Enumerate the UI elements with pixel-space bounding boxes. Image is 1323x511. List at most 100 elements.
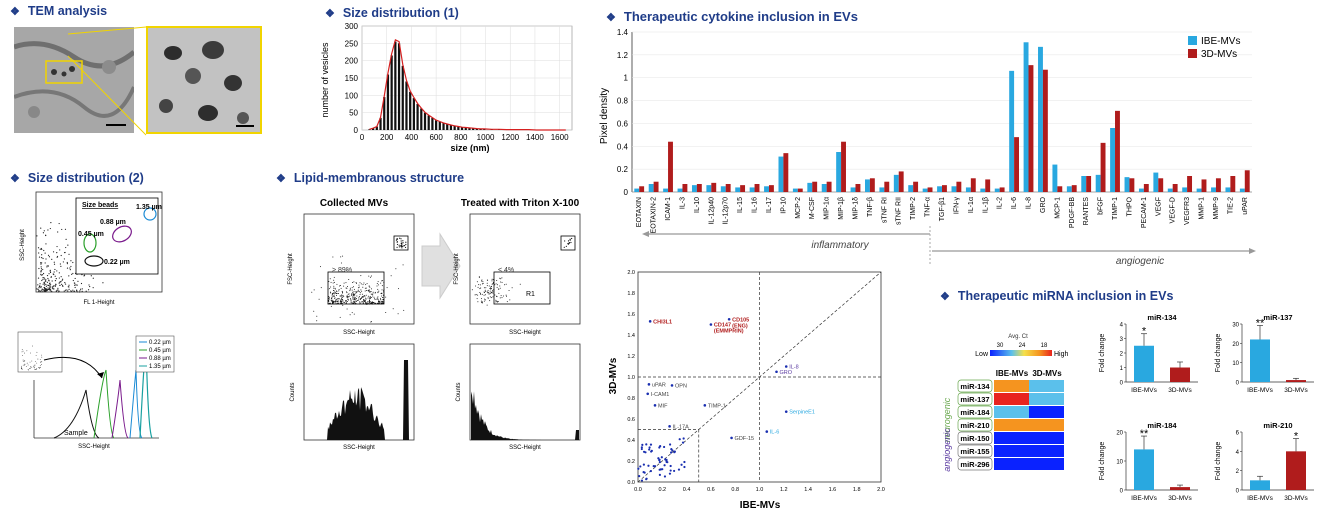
size2-event	[49, 269, 51, 271]
size2-dotplot: Size beads 0.88 µm 1.35 µm 0.45 µm 0.22 …	[20, 191, 163, 306]
collected-event	[346, 291, 348, 293]
collected-event	[396, 243, 399, 246]
size1-xtick: 1000	[477, 133, 495, 142]
cytokine-category-label: IL-8	[1026, 197, 1033, 209]
treated-event	[511, 287, 513, 289]
heat-row-label-box	[957, 379, 993, 393]
cytokine-bar	[1172, 184, 1178, 192]
collected-event	[346, 269, 348, 271]
cytokine-category-label: IP-10	[780, 197, 787, 214]
gate-022	[84, 255, 104, 267]
treated-event	[497, 288, 499, 290]
size1-bar	[449, 125, 453, 130]
collected-event	[335, 298, 337, 300]
cytokine-bar	[970, 178, 976, 192]
size1-bar	[383, 97, 386, 130]
collected-event	[342, 300, 344, 302]
collected-event	[342, 296, 344, 298]
size2-event	[41, 279, 43, 282]
size2-event	[47, 265, 50, 267]
collected-event	[349, 290, 351, 292]
collected-event	[365, 294, 367, 296]
scatter-point	[640, 447, 643, 451]
size1-ytick: 0	[354, 126, 359, 135]
collected-event	[311, 291, 313, 293]
size2-event	[59, 281, 61, 283]
collected-event	[351, 301, 353, 303]
legend-ibe: IBE-MVs	[1201, 36, 1240, 47]
size1-bar	[431, 117, 434, 130]
size1-bar	[401, 65, 404, 130]
treated-event	[496, 280, 498, 282]
size2-event	[45, 243, 47, 245]
scatter-point	[669, 451, 673, 454]
size2-event	[41, 254, 43, 256]
size2-event	[42, 257, 44, 260]
size2-inset-event	[34, 367, 35, 369]
collected-event	[378, 301, 380, 303]
size2-event	[43, 277, 45, 279]
heat-cell	[1029, 432, 1064, 444]
treated-event	[491, 280, 493, 282]
collected-event	[369, 299, 371, 301]
hist-xlabel: SSC-Height	[78, 444, 110, 450]
treated-event	[490, 286, 492, 288]
treated-event	[509, 299, 511, 301]
size2-event	[41, 274, 44, 276]
cytokine-bar	[980, 188, 986, 192]
collected-ylabel: FSC-Height	[288, 253, 294, 285]
size2-event	[83, 274, 86, 276]
collected-event	[343, 295, 345, 297]
treated-event	[504, 284, 506, 286]
size2-event	[69, 267, 71, 269]
scatter-point-label: GRO	[780, 370, 793, 376]
scatter-point-labeled	[668, 425, 671, 428]
heat-cell	[994, 432, 1029, 444]
scatter-point-labeled	[775, 370, 778, 374]
scatter-point-labeled	[646, 392, 650, 396]
size2-inset-event	[40, 366, 42, 368]
tem-overview-texture	[14, 27, 134, 133]
scatter-point	[640, 446, 643, 449]
cytokine-bar	[720, 186, 726, 192]
size2-event	[68, 284, 70, 286]
size2-event	[60, 254, 62, 257]
treated-event	[488, 297, 490, 299]
treated-gate	[493, 271, 551, 305]
collected-event	[356, 295, 358, 297]
size2-event	[63, 290, 65, 292]
collected-event	[331, 294, 333, 296]
treated-event	[489, 287, 491, 289]
treated-event	[505, 294, 507, 296]
collected-event	[340, 302, 342, 304]
size1-xtick: 1400	[526, 133, 544, 142]
scatter-point	[681, 441, 685, 444]
collected-event	[381, 289, 383, 291]
size1-xtick: 1600	[551, 133, 569, 142]
collected-event	[316, 315, 318, 317]
size1-ytick: 300	[345, 22, 359, 31]
collected-event	[385, 296, 387, 298]
size2-inset-event	[29, 368, 31, 369]
collected-event	[333, 287, 335, 289]
size2-event	[90, 275, 92, 277]
mirna-significance: **	[1256, 318, 1265, 330]
size2-event	[72, 279, 74, 282]
cytokine-bar	[1230, 176, 1236, 192]
cytokine-category-label: TNF-α	[925, 197, 932, 217]
size2-event	[53, 261, 55, 263]
size2-event	[37, 247, 40, 249]
heat-cell	[1029, 406, 1064, 418]
heat-row-label: miR-184	[960, 408, 990, 417]
collected-event	[341, 297, 343, 299]
cytokine-bar	[682, 184, 688, 192]
collected-event	[382, 302, 384, 304]
collected-event	[355, 300, 357, 302]
collected-event	[352, 297, 354, 299]
treated-event	[494, 284, 496, 286]
size2-event	[40, 266, 42, 268]
size1-bar	[475, 128, 478, 130]
mirna-category-label: IBE-MVs	[1247, 495, 1273, 502]
collected-event	[363, 300, 365, 302]
collected-event	[398, 288, 400, 290]
